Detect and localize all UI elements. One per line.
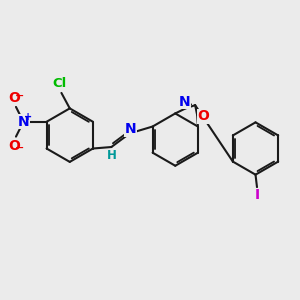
Text: N: N <box>18 115 29 129</box>
Text: +: + <box>24 112 32 122</box>
Text: O: O <box>198 109 210 123</box>
Text: I: I <box>254 188 260 203</box>
Text: O: O <box>8 91 20 105</box>
Text: −: − <box>15 91 24 100</box>
Text: Cl: Cl <box>53 77 67 90</box>
Text: H: H <box>106 149 116 162</box>
Text: N: N <box>178 95 190 109</box>
Text: N: N <box>124 122 136 136</box>
Text: O: O <box>8 139 20 152</box>
Text: −: − <box>15 143 24 153</box>
